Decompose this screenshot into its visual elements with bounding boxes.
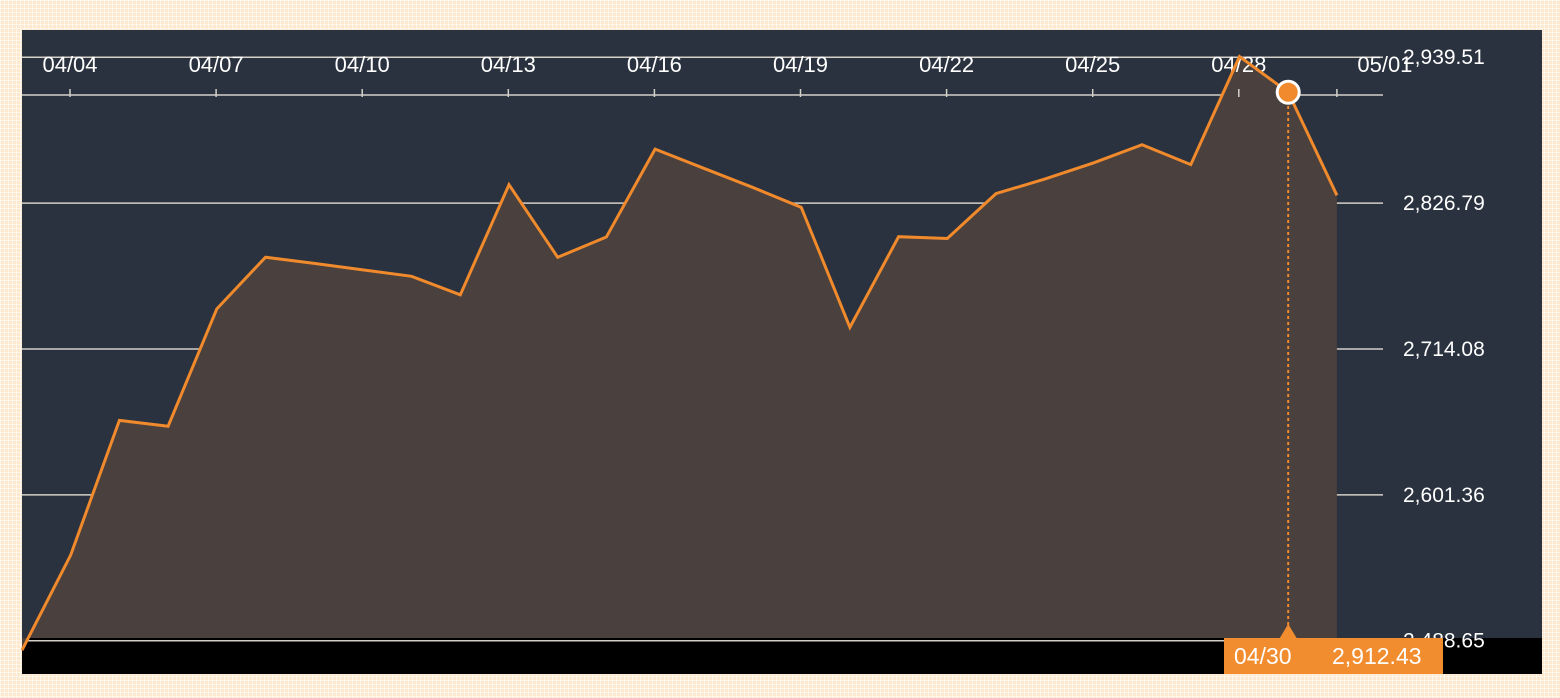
y-tick-label-1: 2,826.79 bbox=[1403, 192, 1485, 215]
y-tick-label-2: 2,714.08 bbox=[1403, 338, 1485, 361]
area-fill bbox=[22, 56, 1337, 651]
x-tick-label-3: 04/13 bbox=[481, 52, 536, 77]
x-tick-label-0: 04/04 bbox=[42, 52, 97, 77]
y-tick-label-3: 2,601.36 bbox=[1403, 484, 1485, 507]
x-axis: 04/04 04/07 04/10 04/13 04/16 04/19 04/22 04/25… bbox=[42, 52, 1412, 97]
x-tick-label-4: 04/16 bbox=[627, 52, 682, 77]
x-tick-label-2: 04/10 bbox=[335, 52, 390, 77]
highlight-point bbox=[1275, 79, 1301, 105]
x-tick-label-6: 04/22 bbox=[919, 52, 974, 77]
data-points bbox=[21, 56, 1337, 651]
y-tick-label-0: 2,939.51 bbox=[1403, 46, 1485, 69]
x-tick-label-7: 04/25 bbox=[1065, 52, 1120, 77]
x-tick-label-5: 04/19 bbox=[773, 52, 828, 77]
series-line bbox=[20, 54, 1339, 651]
tooltip: 04/30 2,912.43 bbox=[1224, 638, 1443, 674]
tooltip-arrow bbox=[1279, 624, 1298, 639]
x-tick-label-1: 04/07 bbox=[189, 52, 244, 77]
tooltip-value: 2,912.43 bbox=[1332, 642, 1422, 669]
tooltip-date: 04/30 bbox=[1234, 642, 1292, 669]
x-tick-label-9: 05/01 bbox=[1357, 52, 1412, 77]
